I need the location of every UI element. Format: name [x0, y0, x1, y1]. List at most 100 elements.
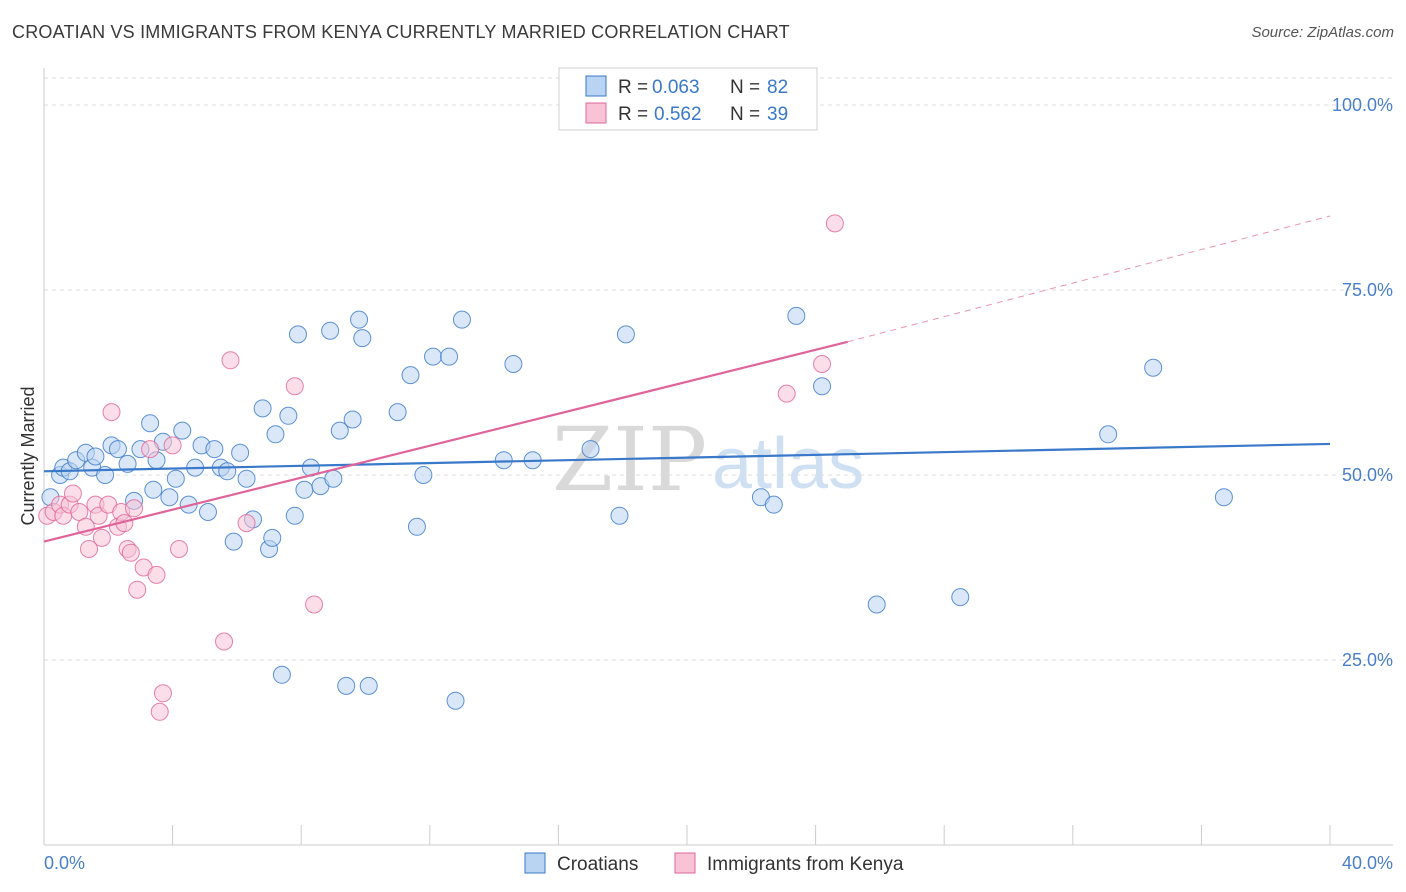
source-label: Source: ZipAtlas.com: [1251, 24, 1394, 41]
kenya-point: [170, 540, 189, 558]
croatian-point: [1144, 358, 1163, 377]
bottom-legend-swatch-croatians: [524, 852, 546, 874]
croatian-point: [813, 377, 832, 396]
croatian-point: [1099, 425, 1118, 444]
legend-n-value-1: 82: [767, 77, 788, 98]
croatians-points: [41, 306, 1233, 710]
kenya-point: [102, 403, 121, 422]
y-axis-title: Currently Married: [18, 386, 38, 525]
legend-r-label-2: R =: [618, 104, 648, 125]
croatian-point: [108, 440, 127, 459]
legend-swatch-kenya: [585, 102, 607, 124]
croatian-point: [494, 451, 513, 470]
gridlines: [44, 77, 1393, 661]
kenya-point: [141, 440, 160, 459]
kenya-point: [305, 595, 324, 614]
croatian-point: [324, 469, 343, 488]
kenya-point: [153, 684, 172, 703]
kenya-point: [80, 540, 99, 558]
croatian-point: [401, 366, 420, 385]
croatian-point: [414, 466, 433, 484]
bottom-legend: Croatians Immigrants from Kenya: [524, 852, 904, 875]
kenya-point: [813, 355, 832, 373]
croatian-point: [288, 325, 307, 344]
croatian-point: [160, 488, 179, 507]
croatian-point: [237, 469, 256, 488]
kenya-point: [163, 436, 182, 455]
y-tick-label: 75.0%: [1342, 280, 1393, 300]
croatian-point: [343, 410, 362, 429]
trend-lines: [43, 215, 1331, 543]
y-tick-label: 50.0%: [1342, 465, 1393, 485]
chart-title: CROATIAN VS IMMIGRANTS FROM KENYA CURREN…: [12, 22, 790, 42]
croatian-point: [141, 414, 160, 433]
kenya-point: [70, 503, 89, 521]
x-tick-label-max: 40.0%: [1342, 853, 1393, 873]
croatian-point: [951, 588, 970, 607]
watermark-atlas: atlas: [712, 424, 864, 504]
y-tick-labels: 25.0% 50.0% 75.0% 100.0%: [1332, 95, 1393, 670]
croatian-point: [144, 480, 163, 499]
croatian-point: [330, 421, 349, 440]
croatian-point: [452, 310, 471, 329]
croatian-point: [440, 347, 459, 366]
kenya-points: [38, 214, 844, 721]
croatian-point: [205, 440, 224, 459]
legend-n-label-1: N =: [730, 77, 760, 98]
croatian-point: [218, 462, 237, 481]
croatian-point: [350, 310, 369, 329]
croatians-trend-line: [43, 442, 1331, 473]
legend: R = 0.063 N = 82 R = 0.562 N = 39: [558, 67, 818, 131]
croatian-point: [263, 528, 282, 547]
kenya-point: [63, 484, 82, 503]
croatian-point: [764, 495, 783, 514]
croatian-point: [616, 325, 635, 344]
croatian-point: [166, 469, 185, 488]
kenya-point: [121, 543, 140, 562]
x-ticks: [43, 825, 1331, 845]
croatian-point: [610, 506, 629, 525]
bottom-legend-kenya: Immigrants from Kenya: [707, 854, 904, 875]
kenya-trend-extension: [847, 215, 1331, 343]
kenya-point: [92, 528, 111, 547]
croatian-point: [446, 691, 465, 710]
legend-n-value-2: 39: [767, 104, 788, 125]
kenya-point: [150, 702, 169, 721]
kenya-point: [221, 351, 240, 370]
legend-r-value-2: 0.562: [654, 104, 702, 125]
kenya-point: [237, 514, 256, 533]
croatian-point: [424, 347, 443, 366]
croatian-point: [407, 517, 426, 536]
legend-swatch-croatians: [585, 75, 607, 97]
bottom-legend-croatians: Croatians: [557, 854, 638, 875]
croatian-point: [295, 480, 314, 499]
croatian-point: [388, 403, 407, 422]
legend-n-label-2: N =: [730, 104, 760, 125]
croatian-point: [321, 321, 340, 340]
kenya-point: [825, 214, 844, 233]
kenya-point: [285, 377, 304, 396]
kenya-point: [147, 565, 166, 584]
croatian-point: [224, 532, 243, 551]
bottom-legend-swatch-kenya: [674, 852, 696, 874]
croatian-point: [581, 440, 600, 459]
croatian-point: [1214, 488, 1233, 507]
croatian-point: [337, 676, 356, 695]
croatian-point: [198, 503, 217, 521]
croatian-point: [504, 355, 523, 373]
kenya-point: [128, 580, 147, 599]
croatian-point: [353, 329, 372, 348]
legend-r-value-1: 0.063: [652, 77, 700, 98]
legend-r-label-1: R =: [618, 77, 648, 98]
croatian-point: [272, 665, 291, 684]
x-tick-label-min: 0.0%: [44, 853, 85, 873]
croatian-point: [173, 421, 192, 440]
kenya-point: [215, 632, 234, 651]
axes: [43, 68, 1393, 846]
croatian-point: [787, 306, 806, 325]
croatian-point: [285, 506, 304, 525]
kenya-point: [777, 384, 796, 403]
croatian-point: [266, 425, 285, 444]
y-tick-label: 100.0%: [1332, 95, 1393, 115]
